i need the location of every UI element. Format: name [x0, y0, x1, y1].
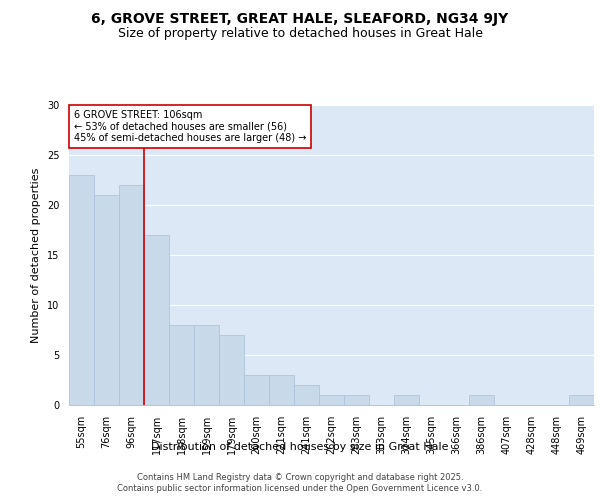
- Bar: [569, 395, 594, 405]
- Bar: [69, 175, 94, 405]
- Bar: [294, 385, 319, 405]
- Text: Size of property relative to detached houses in Great Hale: Size of property relative to detached ho…: [118, 28, 482, 40]
- Bar: [119, 185, 144, 405]
- Bar: [394, 395, 419, 405]
- Text: Contains HM Land Registry data © Crown copyright and database right 2025.: Contains HM Land Registry data © Crown c…: [137, 472, 463, 482]
- Bar: [319, 395, 344, 405]
- Bar: [219, 335, 244, 405]
- Bar: [269, 375, 294, 405]
- Text: Contains public sector information licensed under the Open Government Licence v3: Contains public sector information licen…: [118, 484, 482, 493]
- Y-axis label: Number of detached properties: Number of detached properties: [31, 168, 41, 342]
- Bar: [244, 375, 269, 405]
- Bar: [144, 235, 169, 405]
- Text: 6 GROVE STREET: 106sqm
← 53% of detached houses are smaller (56)
45% of semi-det: 6 GROVE STREET: 106sqm ← 53% of detached…: [74, 110, 307, 142]
- Bar: [169, 325, 194, 405]
- Bar: [194, 325, 219, 405]
- Bar: [469, 395, 494, 405]
- Text: Distribution of detached houses by size in Great Hale: Distribution of detached houses by size …: [151, 442, 449, 452]
- Bar: [344, 395, 369, 405]
- Text: 6, GROVE STREET, GREAT HALE, SLEAFORD, NG34 9JY: 6, GROVE STREET, GREAT HALE, SLEAFORD, N…: [91, 12, 509, 26]
- Bar: [94, 195, 119, 405]
